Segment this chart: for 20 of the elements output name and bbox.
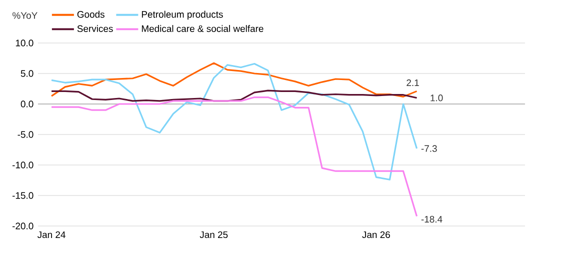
data-label: -18.4 [421, 216, 442, 223]
data-label: 2.1 [406, 79, 419, 86]
y-tick-label: -15.0 [12, 192, 34, 199]
x-tick-label: Jan 25 [200, 231, 228, 238]
data-label: -7.3 [421, 145, 437, 152]
legend-label: Medical care & social welfare [142, 25, 264, 32]
y-tick-label: 5.0 [20, 70, 34, 77]
x-tick-label: Jan 24 [37, 231, 66, 238]
y-tick-label: 10.0 [16, 40, 34, 46]
y-tick-label: -10.0 [12, 162, 34, 168]
y-tick-label: 0.0 [20, 100, 34, 108]
legend-label: Services [77, 25, 113, 32]
y-tick-label: -5.0 [18, 131, 34, 138]
legend-label: Goods [77, 10, 104, 18]
line-series [50, 62, 418, 180]
y-axis-title: %YoY [12, 12, 38, 19]
data-label: 1.0 [430, 94, 443, 102]
legend-label: Petroleum products [142, 10, 223, 20]
y-tick-label: -20.0 [12, 222, 34, 230]
x-tick-label: Jan 26 [362, 231, 390, 238]
